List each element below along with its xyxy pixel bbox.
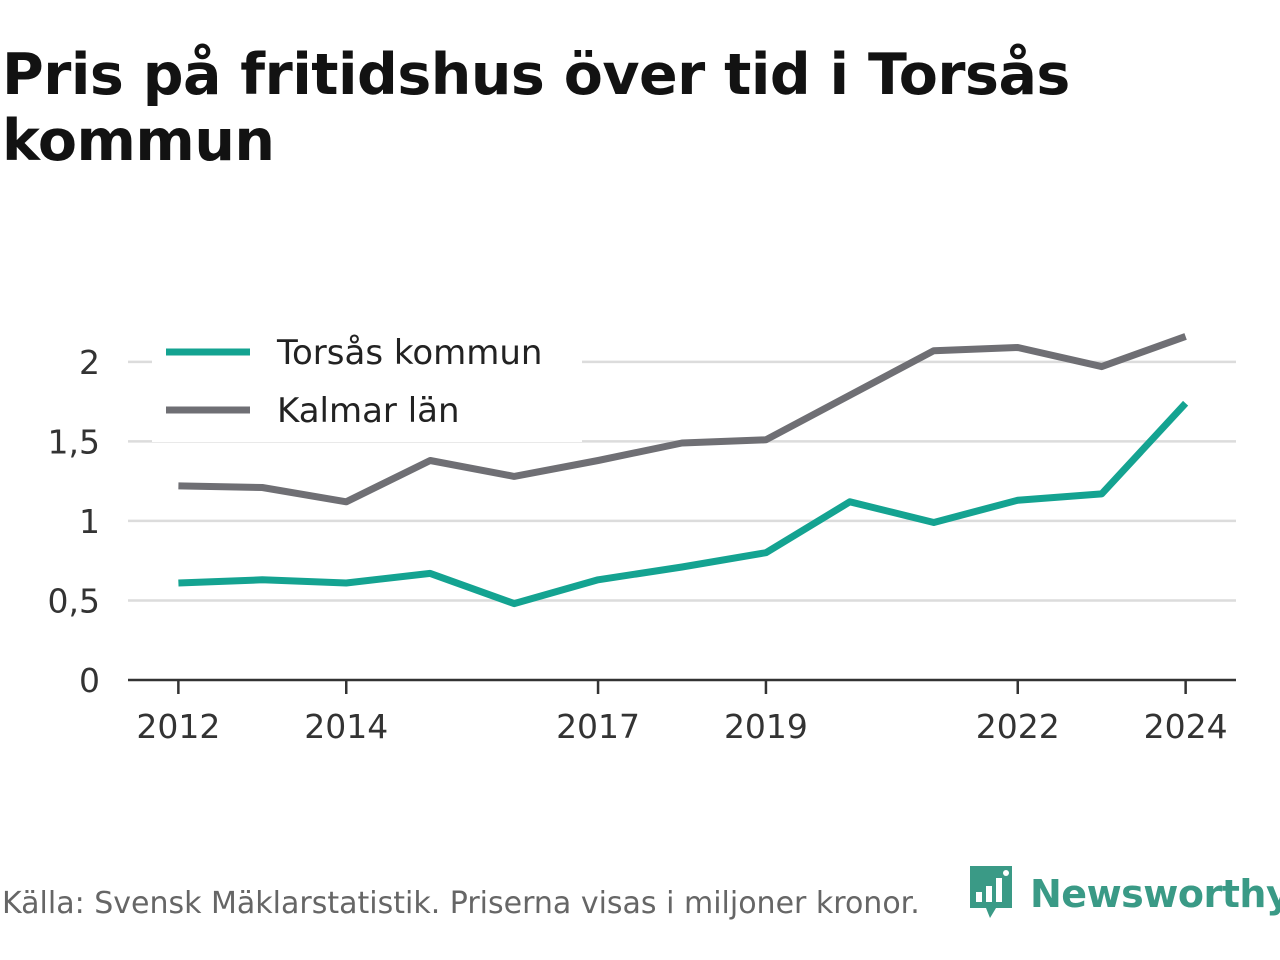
x-tick-label: 2012 bbox=[136, 707, 220, 746]
page-title: Pris på fritidshus över tid i Torsås kom… bbox=[2, 42, 1070, 174]
y-tick-label: 0 bbox=[79, 661, 100, 700]
y-tick-label: 1,5 bbox=[48, 422, 100, 461]
y-tick-label: 1 bbox=[79, 502, 100, 541]
legend: Torsås kommun Kalmar län bbox=[152, 330, 582, 442]
legend-label: Torsås kommun bbox=[276, 333, 542, 373]
x-tick-label: 2024 bbox=[1144, 707, 1228, 746]
y-tick-label: 0,5 bbox=[48, 581, 100, 620]
y-tick-label: 2 bbox=[79, 343, 100, 382]
x-tick-label: 2017 bbox=[556, 707, 640, 746]
series-lines bbox=[178, 333, 1189, 608]
x-axis: 2012 2014 2017 2019 2022 2024 bbox=[128, 678, 1236, 746]
source-note: Källa: Svensk Mäklarstatistik. Priserna … bbox=[2, 886, 920, 921]
brand-name: Newsworthy bbox=[1030, 872, 1280, 916]
legend-label: Kalmar län bbox=[277, 391, 460, 431]
x-tick-label: 2019 bbox=[724, 707, 808, 746]
newsworthy-chart-bubble-icon bbox=[966, 862, 1016, 926]
series-line bbox=[178, 333, 1187, 506]
x-tick-label: 2022 bbox=[976, 707, 1060, 746]
brand-logo[interactable]: Newsworthy bbox=[966, 862, 1280, 926]
x-tick-label: 2014 bbox=[304, 707, 388, 746]
series-line bbox=[178, 400, 1189, 608]
y-axis: 0 0,5 1 1,5 2 bbox=[48, 343, 100, 700]
